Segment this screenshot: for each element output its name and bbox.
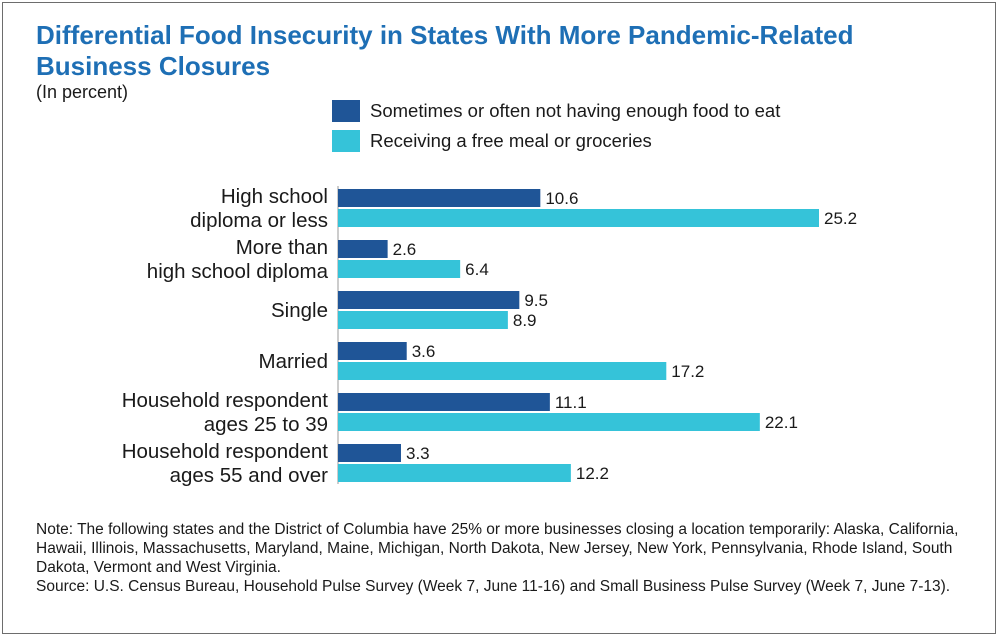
footnote-note: Note: The following states and the Distr… [36, 521, 959, 576]
category-label: Household respondent [122, 389, 329, 412]
bar-series1 [338, 189, 541, 207]
bar-series2 [338, 464, 571, 482]
category-label: high school diploma [147, 260, 329, 283]
data-label: 17.2 [671, 362, 704, 381]
data-label: 3.3 [406, 444, 430, 463]
bar-series1 [338, 291, 520, 309]
category-label: ages 55 and over [170, 464, 329, 487]
legend-swatch-series1 [332, 100, 360, 122]
data-label: 10.6 [545, 189, 578, 208]
bar-series2 [338, 413, 760, 431]
bar-series2 [338, 209, 819, 227]
footnote-source: Source: U.S. Census Bureau, Household Pu… [36, 578, 951, 595]
data-label: 22.1 [765, 413, 798, 432]
category-label: High school [221, 185, 328, 208]
bar-series1 [338, 393, 550, 411]
legend-swatch-series2 [332, 130, 360, 152]
legend-item-not-enough-food: Sometimes or often not having enough foo… [332, 98, 780, 124]
bar-series2 [338, 311, 508, 329]
category-label: More than [236, 236, 328, 259]
legend-label-series1: Sometimes or often not having enough foo… [370, 100, 781, 121]
bar-series2 [338, 260, 461, 278]
data-label: 8.9 [513, 311, 537, 330]
data-label: 6.4 [465, 260, 489, 279]
bar-series1 [338, 444, 401, 462]
chart-subtitle: (In percent) [36, 82, 129, 102]
data-label: 9.5 [524, 291, 548, 310]
data-label: 11.1 [555, 393, 587, 412]
data-label: 2.6 [393, 240, 417, 259]
legend-label-series2: Receiving a free meal or groceries [370, 130, 652, 151]
category-label: Household respondent [122, 440, 329, 463]
bar-series1 [338, 342, 407, 360]
data-label: 12.2 [576, 464, 609, 483]
category-label: Single [271, 299, 328, 322]
bar-series2 [338, 362, 667, 380]
category-label: diploma or less [190, 209, 328, 232]
legend: Sometimes or often not having enough foo… [332, 98, 780, 158]
data-label: 3.6 [412, 342, 436, 361]
legend-item-free-meal: Receiving a free meal or groceries [332, 128, 780, 154]
bar-series1 [338, 240, 388, 258]
category-label: ages 25 to 39 [204, 413, 328, 436]
chart-title: Differential Food Insecurity in States W… [36, 20, 854, 81]
footnote: Note: The following states and the Distr… [36, 520, 966, 596]
category-label: Married [259, 350, 329, 373]
data-label: 25.2 [824, 209, 857, 228]
